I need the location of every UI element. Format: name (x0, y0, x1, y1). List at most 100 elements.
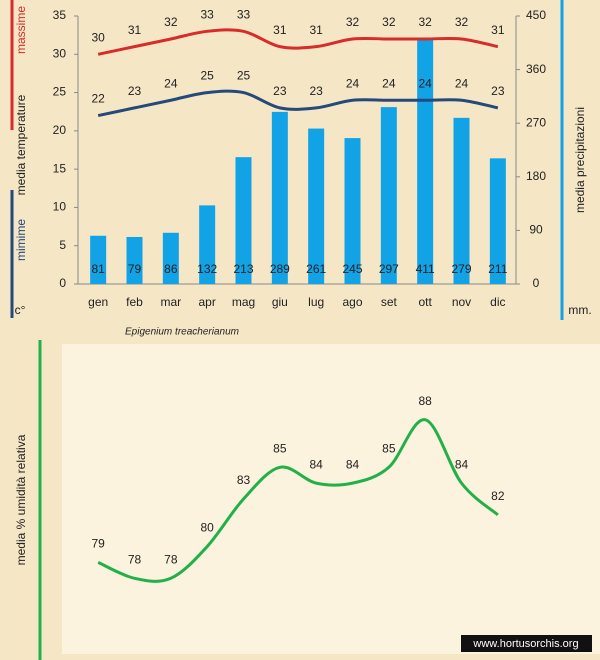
y-tick-label: 15 (53, 161, 67, 175)
bar-value-label: 279 (451, 262, 471, 276)
x-tick-label: ott (418, 295, 432, 309)
line-value-label: 25 (237, 69, 251, 83)
series-name: media precipitazioni (573, 107, 587, 213)
line (97, 28, 499, 56)
bar (344, 138, 361, 284)
humidity-label: media % umidità relativa (14, 434, 28, 565)
x-tick-label: giu (272, 295, 288, 309)
line-value-label: 30 (91, 30, 105, 44)
line-value-label: 84 (455, 457, 469, 471)
y2-tick-label: 0 (533, 276, 540, 290)
caption: Epigenium treacherianum (125, 327, 239, 338)
y2-unit: mm. (568, 303, 591, 317)
line-value-label: 31 (309, 23, 323, 37)
bar-value-label: 86 (164, 262, 178, 276)
bar-value-label: 213 (233, 262, 253, 276)
line-value-label: 32 (164, 15, 178, 29)
x-tick-label: mar (160, 295, 181, 309)
y2-tick-label: 90 (529, 223, 543, 237)
x-tick-label: mag (232, 295, 255, 309)
line-value-label: 85 (273, 441, 287, 455)
line-value-label: 32 (455, 15, 469, 29)
y-tick-label: 0 (59, 276, 66, 290)
y-tick-label: 30 (53, 46, 67, 60)
bar (308, 128, 325, 284)
y-unit: c° (15, 303, 26, 317)
bar-value-label: 261 (306, 262, 326, 276)
line-value-label: 31 (273, 23, 287, 37)
y-tick-label: 25 (53, 85, 67, 99)
y-tick-label: 10 (53, 200, 67, 214)
x-tick-label: lug (308, 295, 324, 309)
y-tick-label: 35 (53, 8, 67, 22)
line-value-label: 84 (346, 457, 360, 471)
line-value-label: 25 (200, 69, 214, 83)
line-value-label: 83 (237, 473, 251, 487)
bar-value-label: 411 (416, 262, 435, 276)
line-value-label: 23 (491, 84, 505, 98)
line-value-label: 22 (91, 92, 105, 106)
line-value-label: 31 (128, 23, 142, 37)
bar (489, 158, 506, 284)
line-value-label: 33 (200, 7, 214, 21)
watermark-box (461, 635, 592, 652)
x-tick-label: nov (452, 295, 471, 309)
bar (162, 232, 179, 284)
x-tick-label: set (381, 295, 398, 309)
bar (126, 236, 143, 284)
x-tick-label: dic (490, 295, 505, 309)
line-value-label: 31 (491, 23, 505, 37)
line-value-label: 79 (91, 537, 105, 551)
line-value-label: 23 (273, 84, 287, 98)
y2-tick-label: 270 (526, 115, 546, 129)
bar-value-label: 79 (128, 262, 142, 276)
y2-tick-label: 360 (526, 62, 546, 76)
line-value-label: 84 (309, 457, 323, 471)
x-tick-label: gen (88, 295, 108, 309)
bar-value-label: 289 (270, 262, 290, 276)
bar-value-label: 245 (342, 262, 362, 276)
line (97, 418, 499, 583)
plot-panel (62, 344, 600, 654)
x-tick-label: ago (342, 295, 362, 309)
y2-tick-label: 450 (526, 8, 546, 22)
watermark: www.hortusorchis.org (472, 638, 578, 650)
line-value-label: 85 (382, 441, 396, 455)
bar (453, 117, 470, 284)
bar-value-label: 81 (91, 262, 105, 276)
y-tick-label: 5 (59, 238, 66, 252)
y-tick-label: 20 (53, 123, 67, 137)
x-tick-label: apr (198, 295, 215, 309)
line-value-label: 82 (491, 489, 505, 503)
line-value-label: 24 (418, 76, 432, 90)
line-value-label: 24 (164, 76, 178, 90)
line-value-label: 23 (309, 84, 323, 98)
line-value-label: 88 (418, 394, 432, 408)
series-name: massime (14, 6, 28, 54)
bar (380, 107, 397, 285)
line-value-label: 78 (164, 552, 178, 566)
line-value-label: 78 (128, 552, 142, 566)
bar-value-label: 132 (197, 262, 217, 276)
bar (90, 235, 107, 284)
bar-value-label: 211 (488, 262, 507, 276)
line-value-label: 23 (128, 84, 142, 98)
line-value-label: 24 (346, 76, 360, 90)
line-value-label: 80 (200, 521, 214, 535)
series-name: mimime (14, 219, 28, 261)
line-value-label: 33 (237, 7, 251, 21)
bar-value-label: 297 (379, 262, 399, 276)
y2-tick-label: 180 (526, 169, 546, 183)
bar (235, 157, 252, 284)
y-axis-label: media temperature (14, 94, 28, 195)
line (97, 89, 499, 118)
line-value-label: 32 (346, 15, 360, 29)
line-value-label: 24 (455, 76, 469, 90)
bar (271, 111, 288, 284)
line-value-label: 32 (418, 15, 432, 29)
line-value-label: 24 (382, 76, 396, 90)
x-tick-label: feb (126, 295, 143, 309)
line-value-label: 32 (382, 15, 396, 29)
